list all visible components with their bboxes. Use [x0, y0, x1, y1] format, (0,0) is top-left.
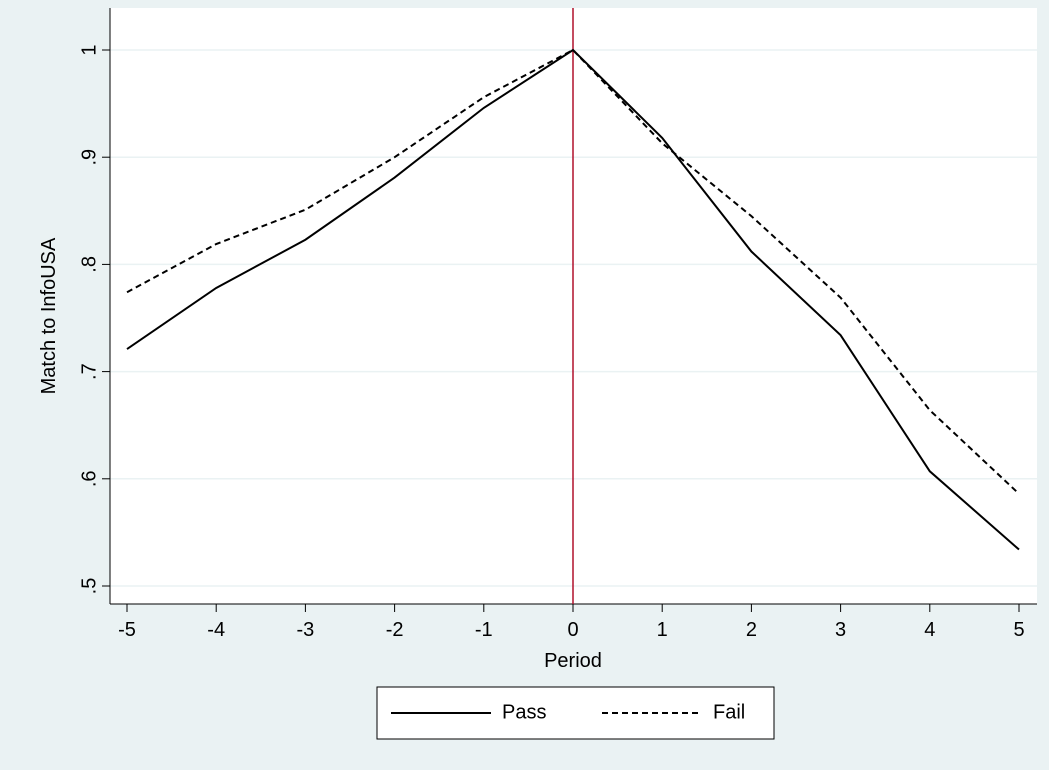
x-tick-label: 4	[924, 619, 935, 641]
x-tick-label: -1	[475, 619, 493, 641]
x-axis-title: Period	[544, 650, 602, 672]
x-tick-label: -2	[386, 619, 404, 641]
x-tick-label: 5	[1013, 619, 1024, 641]
series-line	[126, 48, 1020, 495]
x-tick-label: 1	[657, 619, 668, 641]
y-tick-label: 1	[78, 44, 100, 55]
x-tick-label: -5	[118, 619, 136, 641]
y-axis-title: Match to InfoUSA	[38, 237, 60, 394]
legend-label: Fail	[713, 701, 745, 723]
x-tick-label: -3	[297, 619, 315, 641]
x-tick-label: 2	[746, 619, 757, 641]
x-tick-label: 3	[835, 619, 846, 641]
x-tick-label: -4	[207, 619, 225, 641]
y-tick-label: .6	[78, 470, 100, 487]
y-tick-label: .8	[78, 256, 100, 273]
y-tick-label: .9	[78, 149, 100, 166]
y-tick-label: .7	[78, 363, 100, 380]
legend-label: Pass	[502, 701, 546, 723]
x-tick-label: 0	[567, 619, 578, 641]
y-tick-label: .5	[78, 578, 100, 595]
series-line	[126, 48, 1020, 551]
